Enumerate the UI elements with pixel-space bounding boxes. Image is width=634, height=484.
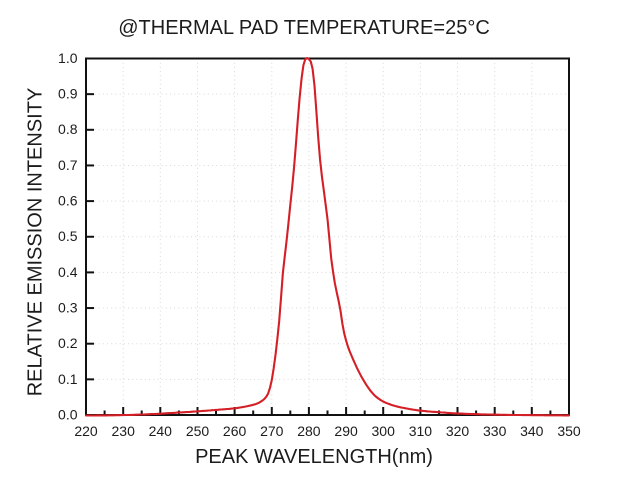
- svg-text:350: 350: [557, 423, 581, 439]
- svg-text:300: 300: [372, 423, 396, 439]
- svg-text:0.0: 0.0: [58, 406, 78, 422]
- svg-text:0.9: 0.9: [58, 86, 78, 102]
- svg-text:310: 310: [409, 423, 433, 439]
- svg-text:PEAK WAVELENGTH(nm): PEAK WAVELENGTH(nm): [195, 446, 433, 468]
- svg-text:340: 340: [520, 423, 544, 439]
- svg-text:RELATIVE EMISSION INTENSITY: RELATIVE EMISSION INTENSITY: [25, 88, 47, 397]
- svg-text:0.7: 0.7: [58, 157, 78, 173]
- svg-text:0.4: 0.4: [58, 264, 78, 280]
- svg-text:@THERMAL PAD TEMPERATURE=25°C: @THERMAL PAD TEMPERATURE=25°C: [118, 17, 490, 39]
- svg-text:250: 250: [186, 423, 210, 439]
- svg-text:1.0: 1.0: [58, 50, 78, 66]
- svg-text:0.1: 0.1: [58, 371, 78, 387]
- svg-text:320: 320: [446, 423, 470, 439]
- svg-text:0.3: 0.3: [58, 299, 78, 315]
- svg-text:0.5: 0.5: [58, 228, 78, 244]
- svg-text:0.8: 0.8: [58, 121, 78, 137]
- svg-text:270: 270: [260, 423, 284, 439]
- svg-text:330: 330: [483, 423, 507, 439]
- svg-text:260: 260: [223, 423, 247, 439]
- svg-text:280: 280: [297, 423, 321, 439]
- svg-text:220: 220: [74, 423, 98, 439]
- svg-text:0.6: 0.6: [58, 193, 78, 209]
- svg-text:0.2: 0.2: [58, 335, 78, 351]
- svg-text:290: 290: [334, 423, 358, 439]
- svg-text:240: 240: [149, 423, 173, 439]
- svg-text:230: 230: [112, 423, 136, 439]
